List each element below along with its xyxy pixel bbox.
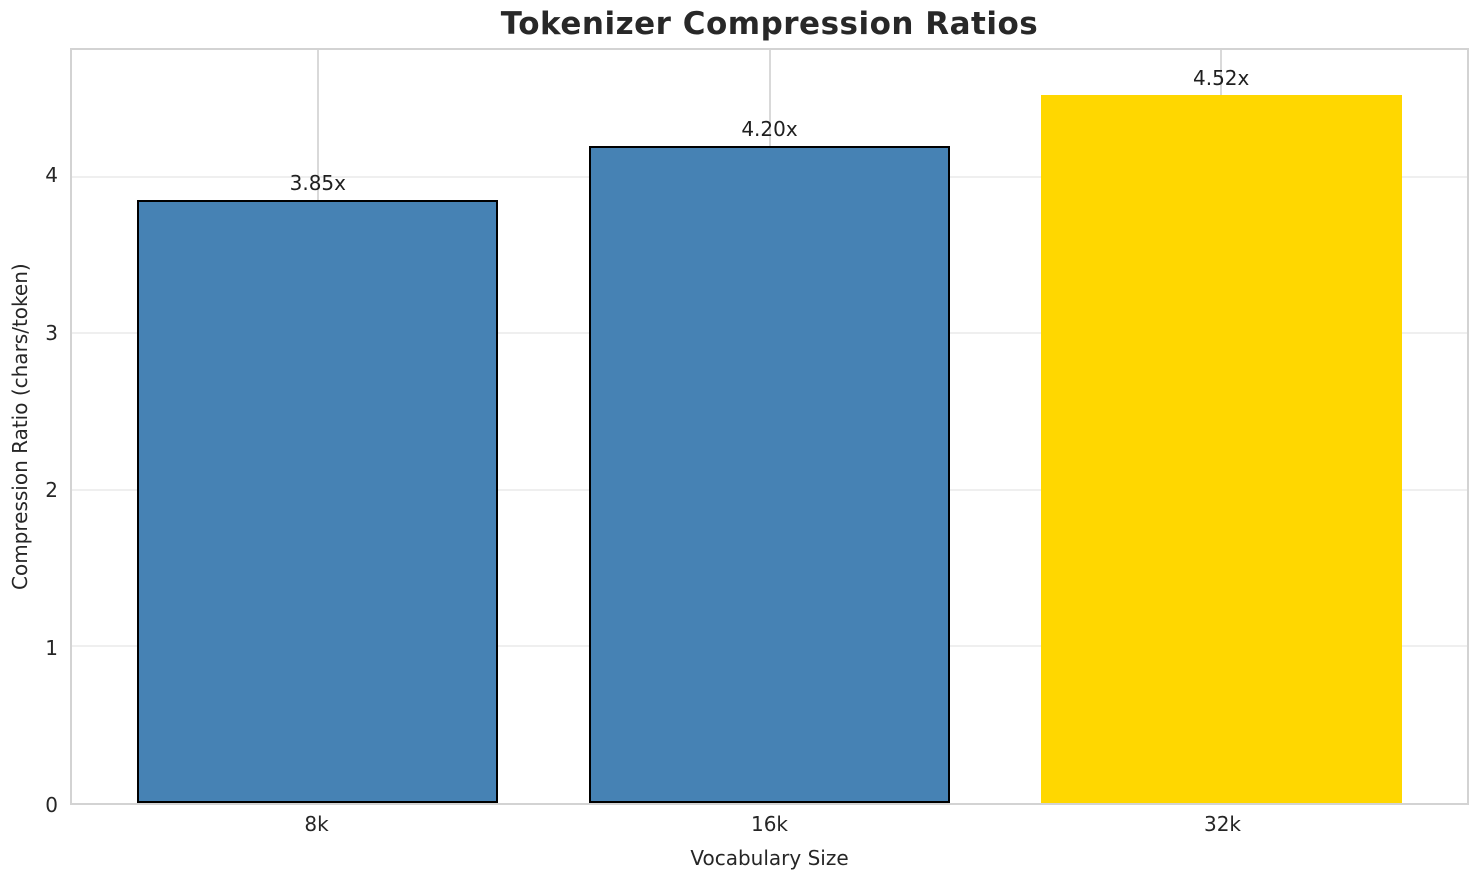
y-tick-label: 2 bbox=[45, 478, 58, 503]
y-tick-label: 1 bbox=[45, 635, 58, 660]
bar-value-label: 4.20x bbox=[741, 116, 798, 141]
bar-value-label: 4.52x bbox=[1193, 66, 1250, 91]
bar-16k bbox=[588, 145, 951, 803]
y-axis-ticks: 0 1 2 3 4 bbox=[0, 48, 58, 817]
x-tick-label: 8k bbox=[304, 812, 329, 836]
x-axis-ticks: 8k 16k 32k bbox=[70, 812, 1469, 842]
bar-8k bbox=[137, 200, 499, 803]
x-tick-label: 32k bbox=[1203, 812, 1241, 836]
plot-area: 3.85x 4.20x 4.52x bbox=[70, 48, 1469, 805]
y-tick-label: 0 bbox=[45, 793, 58, 817]
chart-title: Tokenizer Compression Ratios bbox=[500, 6, 1039, 42]
bar-value-label: 3.85x bbox=[289, 171, 346, 196]
y-tick-label: 4 bbox=[45, 163, 58, 188]
x-tick-label: 16k bbox=[750, 812, 789, 836]
bar-32k bbox=[1040, 95, 1402, 803]
y-tick-label: 3 bbox=[45, 320, 58, 345]
x-axis-label: Vocabulary Size bbox=[690, 846, 849, 870]
